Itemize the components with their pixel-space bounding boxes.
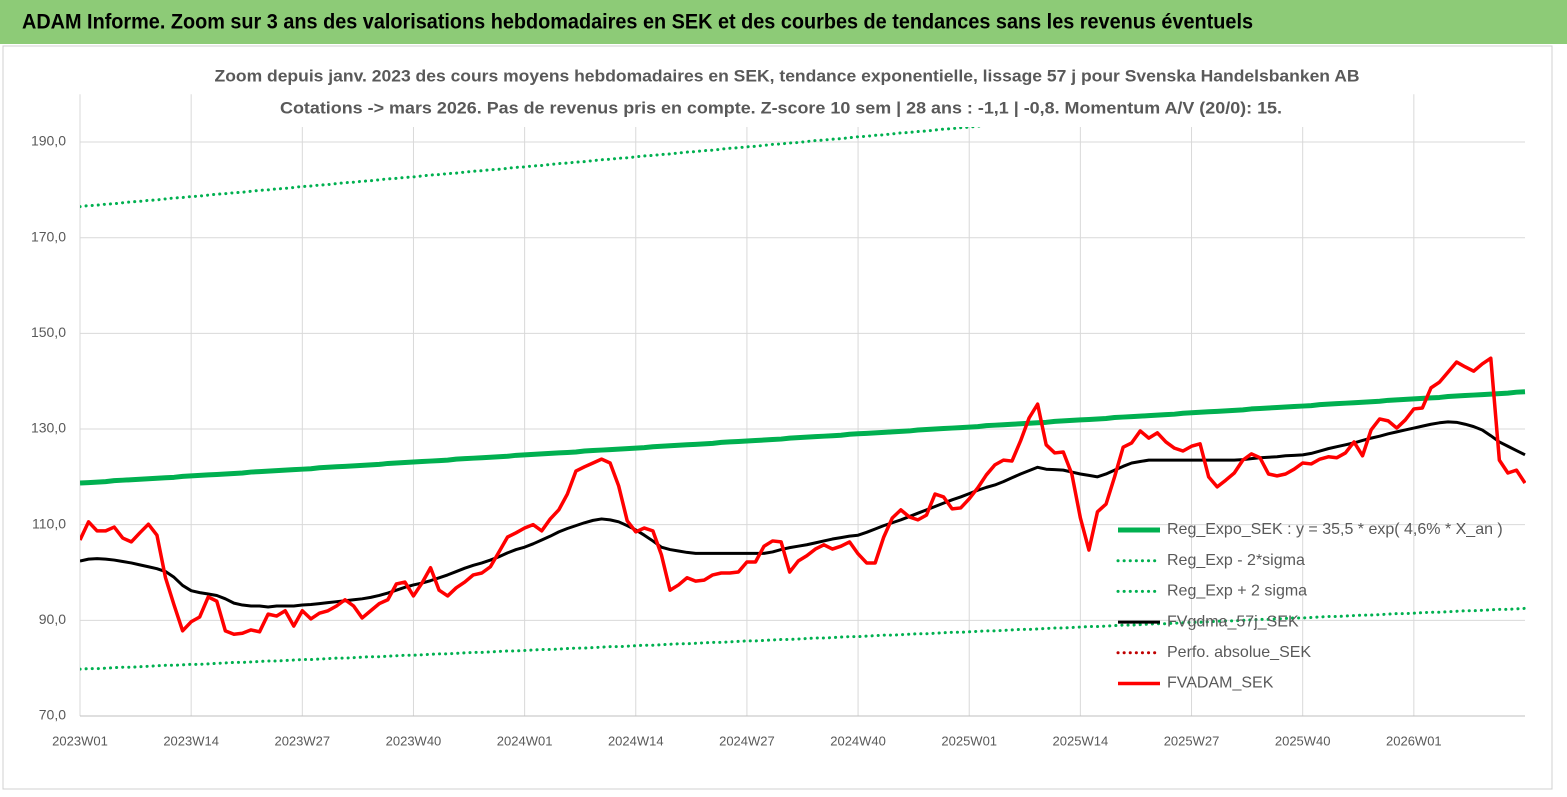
legend: Reg_Expo_SEK : y = 35,5 * exp( 4,6% * X_… [1116,521,1503,692]
x-tick-label: 2023W01 [52,733,108,748]
header-title: ADAM Informe. Zoom sur 3 ans des valoris… [22,11,1253,34]
chart-frame [2,45,1553,790]
x-tick-label: 2023W14 [163,733,219,748]
legend-label: FVgdma_57j_SEK [1167,613,1299,630]
y-tick-label: 190,0 [31,133,66,149]
x-tick-label: 2023W27 [274,733,330,748]
chart-title: Zoom depuis janv. 2023 des cours moyens … [215,66,1360,85]
legend-label: Reg_Exp - 2*sigma [1167,552,1305,569]
y-tick-label: 70,0 [39,707,66,723]
y-tick-label: 110,0 [32,515,66,531]
y-tick-label: 130,0 [31,420,66,436]
legend-label: Reg_Expo_SEK : y = 35,5 * exp( 4,6% * X_… [1167,521,1503,538]
x-tick-label: 2025W40 [1275,733,1331,748]
series-line [80,389,1526,486]
x-tick-label: 2023W40 [386,733,442,748]
x-tick-label: 2024W40 [830,733,886,748]
y-tick-label: 90,0 [39,611,66,627]
series-layer [80,94,1526,671]
chart-subtitle: Cotations -> mars 2026. Pas de revenus p… [280,98,1282,117]
title-box [205,60,1365,127]
x-tick-label: 2025W27 [1164,733,1220,748]
x-tick-label: 2024W14 [608,733,664,748]
grid: 70,0 90,0 110,0 130,0 150,0 170,0 190,0 2023W01… [31,94,1525,748]
series-line [80,356,1526,636]
y-tick-label: 150,0 [31,324,66,340]
legend-label: Perfo. absolue_SEK [1167,644,1311,661]
legend-label: FVADAM_SEK [1167,675,1274,692]
x-tick-label: 2025W01 [941,733,997,748]
x-tick-label: 2025W14 [1053,733,1109,748]
series-line [80,420,1526,609]
x-tick-label: 2026W01 [1386,733,1442,748]
header-banner [0,0,1567,44]
legend-label: Reg_Exp + 2 sigma [1167,583,1307,600]
y-tick-label: 170,0 [31,228,66,244]
x-tick-label: 2024W01 [497,733,553,748]
x-tick-label: 2024W27 [719,733,775,748]
series-line [80,94,1357,209]
